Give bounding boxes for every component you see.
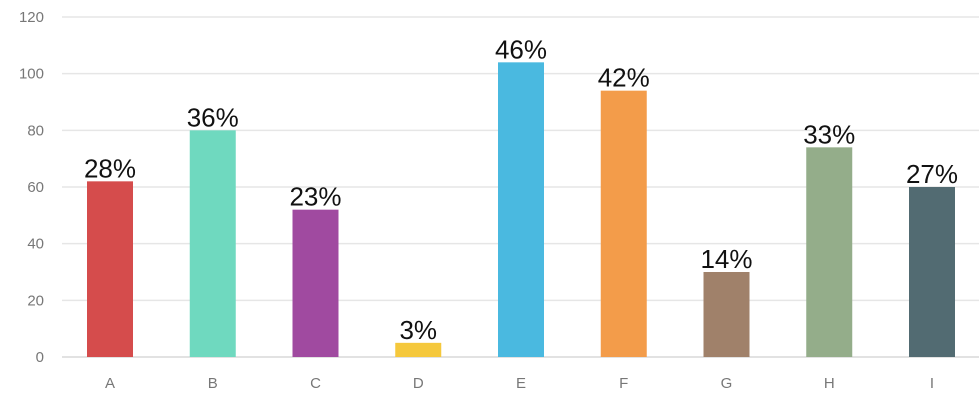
- bar-a: [87, 181, 133, 357]
- x-tick-label: A: [105, 375, 115, 392]
- bar-g: [703, 272, 750, 357]
- x-tick-label: C: [310, 375, 321, 392]
- data-label: 3%: [399, 315, 437, 345]
- bar-i: [909, 187, 955, 357]
- x-tick-label: G: [721, 375, 733, 392]
- axis-layer: 0 20 40 60 80 100 120 A B C D E F G H I: [19, 9, 934, 392]
- bar-layer: [87, 62, 955, 358]
- bar-d: [395, 342, 442, 357]
- y-tick-label: 20: [27, 292, 44, 309]
- data-label-layer: 28% 36% 23% 3% 46% 42% 14% 33% 27%: [84, 34, 958, 345]
- x-tick-label: I: [930, 375, 934, 392]
- x-tick-label: D: [413, 375, 424, 392]
- x-tick-label: E: [516, 375, 526, 392]
- y-tick-label: 80: [27, 122, 44, 139]
- data-label: 27%: [906, 159, 958, 189]
- y-tick-label: 100: [19, 66, 44, 83]
- y-tick-label: 60: [27, 179, 44, 196]
- y-tick-label: 120: [19, 9, 44, 26]
- data-label: 42%: [598, 63, 650, 93]
- data-label: 14%: [700, 244, 752, 274]
- data-label: 33%: [803, 119, 855, 149]
- data-label: 36%: [187, 102, 239, 132]
- data-label: 23%: [289, 182, 341, 212]
- x-tick-label: B: [208, 375, 218, 392]
- bar-c: [292, 209, 339, 357]
- x-tick-label: F: [619, 375, 628, 392]
- data-label: 28%: [84, 153, 136, 183]
- y-tick-label: 0: [36, 349, 44, 366]
- bar-f: [600, 90, 647, 358]
- data-label: 46%: [495, 34, 547, 64]
- x-tick-label: H: [824, 375, 835, 392]
- bar-e: [498, 62, 544, 357]
- bar-h: [806, 147, 853, 357]
- bar-b: [189, 130, 236, 357]
- y-tick-label: 40: [27, 236, 44, 253]
